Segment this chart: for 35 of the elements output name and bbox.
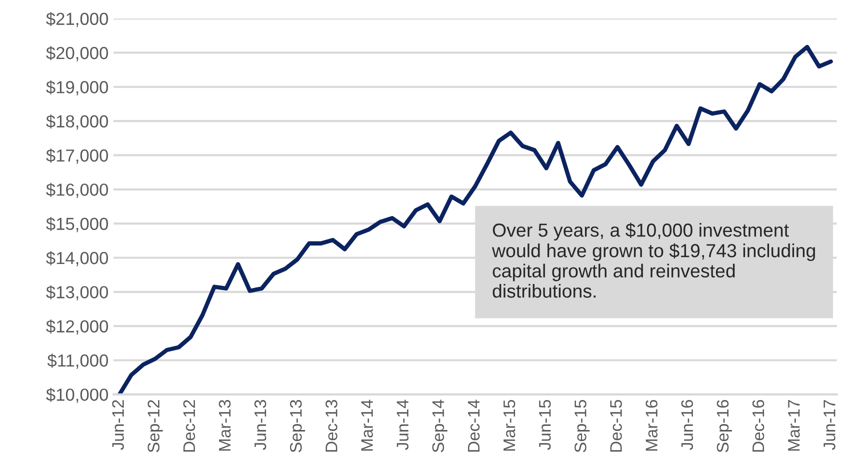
x-tick-label: Dec-13 bbox=[326, 400, 338, 452]
y-tick-label: $12,000 bbox=[46, 320, 108, 335]
line-series bbox=[117, 44, 833, 394]
x-tick-label: Sep-14 bbox=[432, 400, 448, 452]
y-tick-label: $17,000 bbox=[46, 148, 108, 164]
x-tick-label: Mar-14 bbox=[361, 400, 373, 451]
y-tick-label: $16,000 bbox=[46, 182, 108, 198]
x-tick-label: Mar-17 bbox=[788, 400, 800, 451]
x-tick-label: Dec-14 bbox=[468, 400, 480, 452]
y-tick-label: $13,000 bbox=[46, 285, 108, 300]
x-tick-label: Sep-16 bbox=[716, 400, 732, 452]
annotation: Over 5 years, a $10,000 investment would have grown to $19,743 including capital growth and reinvested distributions. bbox=[492, 222, 815, 298]
y-tick-label: $20,000 bbox=[46, 46, 108, 62]
y-tick-label: $19,000 bbox=[46, 80, 108, 96]
y-tick-label: $21,000 bbox=[46, 12, 108, 28]
x-tick-label: Sep-12 bbox=[148, 400, 163, 452]
x-tick-label: Jun-16 bbox=[681, 400, 694, 450]
x-tick-label: Mar-15 bbox=[504, 400, 516, 451]
x-tick-label: Sep-13 bbox=[290, 400, 306, 452]
x-tick-label: Dec-15 bbox=[610, 400, 622, 452]
x-tick-label: Dec-12 bbox=[183, 400, 196, 452]
y-tick-label: $11,000 bbox=[47, 354, 108, 369]
y-tick-label: $10,000 bbox=[46, 388, 108, 403]
x-tick-label: Jun-14 bbox=[396, 400, 408, 450]
y-tick-label: $15,000 bbox=[46, 217, 108, 232]
x-tick-label: Mar-13 bbox=[218, 400, 231, 451]
x-tick-label: Jun-17 bbox=[824, 400, 836, 450]
x-tick-label: Jun-12 bbox=[112, 400, 124, 450]
x-tick-label: Sep-15 bbox=[574, 400, 590, 452]
y-tick-label: $14,000 bbox=[46, 251, 108, 266]
x-tick-label: Dec-16 bbox=[752, 400, 764, 452]
x-tick-label: Mar-16 bbox=[646, 400, 658, 451]
x-tick-label: Jun-13 bbox=[254, 400, 266, 450]
x-tick-label: Jun-15 bbox=[539, 400, 551, 450]
y-tick-label: $18,000 bbox=[46, 114, 108, 130]
